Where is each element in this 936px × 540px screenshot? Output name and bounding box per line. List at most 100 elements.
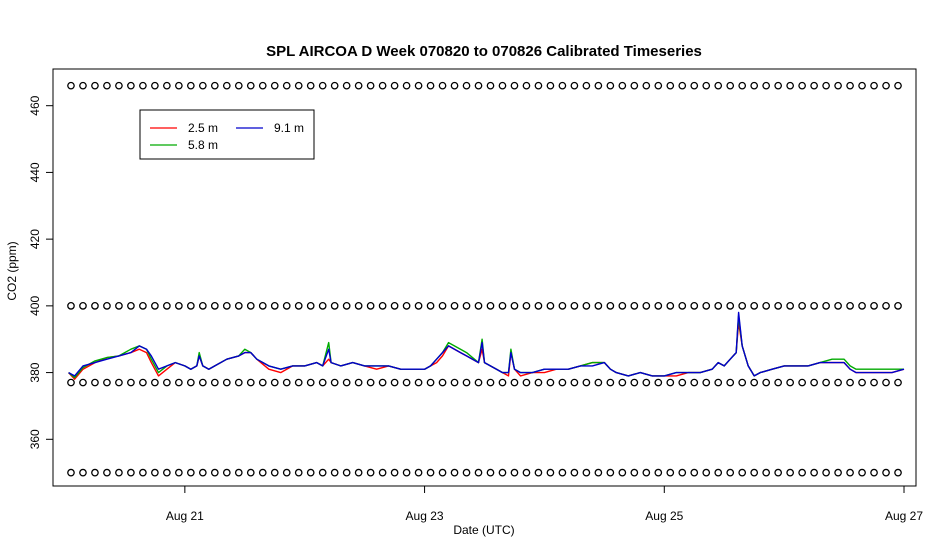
calibration-marker: [318, 378, 327, 387]
calibration-marker: [354, 302, 363, 310]
calibration-marker: [618, 81, 627, 90]
calibration-marker: [342, 468, 351, 477]
calibration-marker: [103, 468, 111, 477]
calibration-marker: [846, 302, 854, 310]
calibration-marker: [498, 302, 507, 310]
x-tick-label: Aug 21: [166, 509, 204, 523]
calibration-marker: [366, 81, 375, 90]
calibration-marker: [822, 468, 830, 477]
y-tick-label: 380: [28, 362, 42, 382]
calibration-marker: [750, 302, 759, 310]
calibration-marker: [750, 468, 759, 477]
calibration-marker: [630, 378, 639, 387]
calibration-marker: [426, 302, 435, 310]
calibration-marker: [139, 302, 147, 310]
calibration-marker: [690, 81, 699, 90]
calibration-marker: [378, 468, 387, 477]
calibration-marker: [858, 378, 866, 387]
calibration-marker: [762, 302, 771, 310]
calibration-marker: [294, 302, 303, 310]
calibration-marker: [846, 468, 854, 477]
calibration-marker: [558, 302, 567, 310]
calibration-marker: [678, 378, 687, 387]
calibration-marker: [882, 468, 890, 477]
calibration-marker: [186, 468, 195, 477]
calibration-marker: [258, 468, 267, 477]
calibration-marker: [462, 468, 471, 477]
calibration-marker: [738, 468, 747, 477]
calibration-marker: [414, 302, 423, 310]
calibration-marker: [570, 81, 579, 90]
calibration-marker: [139, 81, 147, 90]
calibration-marker: [738, 378, 747, 387]
calibration-marker: [318, 468, 327, 477]
calibration-marker: [330, 302, 339, 310]
calibration-marker: [151, 378, 159, 387]
calibration-marker: [714, 468, 723, 477]
calibration-marker: [762, 468, 771, 477]
calibration-marker: [330, 378, 339, 387]
y-axis-label: CO2 (ppm): [5, 241, 19, 300]
calibration-marker: [474, 468, 483, 477]
calibration-marker: [414, 468, 423, 477]
series-line: [68, 311, 905, 377]
calibration-marker: [462, 302, 471, 310]
calibration-marker: [246, 468, 255, 477]
calibration-marker: [222, 468, 231, 477]
calibration-marker: [210, 81, 219, 90]
calibration-marker: [726, 302, 735, 310]
calibration-marker: [594, 468, 603, 477]
calibration-marker: [234, 81, 243, 90]
calibration-marker: [234, 302, 243, 310]
calibration-marker: [678, 302, 687, 310]
calibration-marker: [522, 378, 531, 387]
calibration-marker: [282, 302, 291, 310]
calibration-marker: [175, 81, 183, 90]
calibration-marker: [294, 81, 303, 90]
series-line: [68, 315, 904, 379]
calibration-marker: [294, 468, 303, 477]
calibration-marker: [714, 378, 723, 387]
calibration-marker: [726, 378, 735, 387]
calibration-marker: [366, 468, 375, 477]
calibration-marker: [498, 468, 507, 477]
calibration-marker: [834, 468, 842, 477]
calibration-marker: [606, 468, 615, 477]
calibration-marker: [306, 468, 315, 477]
calibration-marker: [414, 378, 423, 387]
calibration-marker: [390, 468, 399, 477]
calibration-marker: [738, 81, 747, 90]
calibration-marker: [378, 378, 387, 387]
calibration-marker: [354, 378, 363, 387]
calibration-marker: [726, 468, 735, 477]
calibration-marker: [103, 302, 111, 310]
calibration-marker: [666, 378, 675, 387]
calibration-marker: [175, 302, 183, 310]
calibration-marker: [67, 81, 75, 90]
y-tick-label: 440: [28, 162, 42, 182]
calibration-marker: [127, 378, 135, 387]
calibration-marker: [222, 302, 231, 310]
calibration-marker: [882, 81, 890, 90]
calibration-marker: [462, 378, 471, 387]
calibration-marker: [510, 302, 519, 310]
calibration-marker: [127, 468, 135, 477]
calibration-marker: [318, 302, 327, 310]
y-axis: 360 380 400 420 440 460: [28, 95, 53, 449]
calibration-marker: [834, 378, 842, 387]
plot-frame: [52, 68, 917, 487]
calibration-marker: [870, 378, 878, 387]
calibration-marker: [774, 378, 783, 387]
calibration-marker: [774, 302, 783, 310]
calibration-marker: [558, 81, 567, 90]
calibration-marker: [606, 81, 615, 90]
calibration-marker: [486, 302, 495, 310]
calibration-marker: [534, 468, 543, 477]
calibration-marker: [402, 302, 411, 310]
calibration-marker: [642, 468, 651, 477]
calibration-marker: [91, 81, 99, 90]
calibration-marker: [630, 81, 639, 90]
calibration-marker: [702, 468, 711, 477]
calibration-marker: [294, 378, 303, 387]
